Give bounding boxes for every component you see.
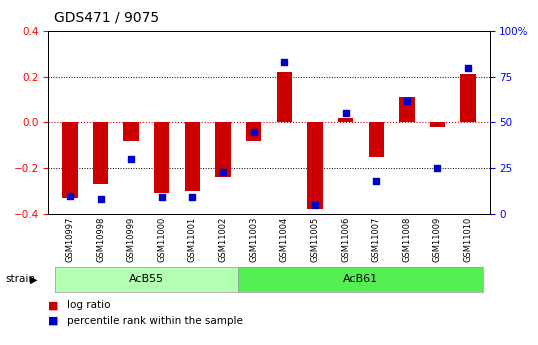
Point — [188, 195, 197, 200]
Point — [66, 193, 74, 198]
Text: log ratio: log ratio — [67, 300, 111, 310]
Bar — [277, 72, 292, 122]
Text: ■: ■ — [48, 300, 59, 310]
Bar — [215, 122, 231, 177]
Point — [158, 195, 166, 200]
Text: percentile rank within the sample: percentile rank within the sample — [67, 316, 243, 326]
Point — [341, 110, 350, 116]
Text: AcB61: AcB61 — [343, 275, 378, 284]
Point — [127, 156, 136, 162]
Bar — [62, 122, 77, 198]
Bar — [338, 118, 353, 122]
Bar — [369, 122, 384, 157]
Text: ▶: ▶ — [30, 275, 37, 284]
Bar — [124, 122, 139, 141]
Point — [219, 169, 228, 175]
Text: AcB55: AcB55 — [129, 275, 164, 284]
Bar — [461, 75, 476, 122]
Bar — [154, 122, 169, 193]
Point — [402, 98, 411, 103]
Text: strain: strain — [5, 275, 36, 284]
Point — [280, 59, 288, 65]
Bar — [93, 122, 108, 184]
Bar — [246, 122, 261, 141]
Bar — [307, 122, 323, 209]
Point — [250, 129, 258, 135]
Bar — [185, 122, 200, 191]
Point — [433, 166, 442, 171]
Point — [96, 197, 105, 202]
Point — [372, 178, 380, 184]
Point — [464, 65, 472, 70]
Text: GDS471 / 9075: GDS471 / 9075 — [54, 10, 159, 24]
Point — [310, 202, 319, 207]
Bar — [430, 122, 445, 127]
Bar — [399, 97, 414, 122]
Text: ■: ■ — [48, 316, 59, 326]
